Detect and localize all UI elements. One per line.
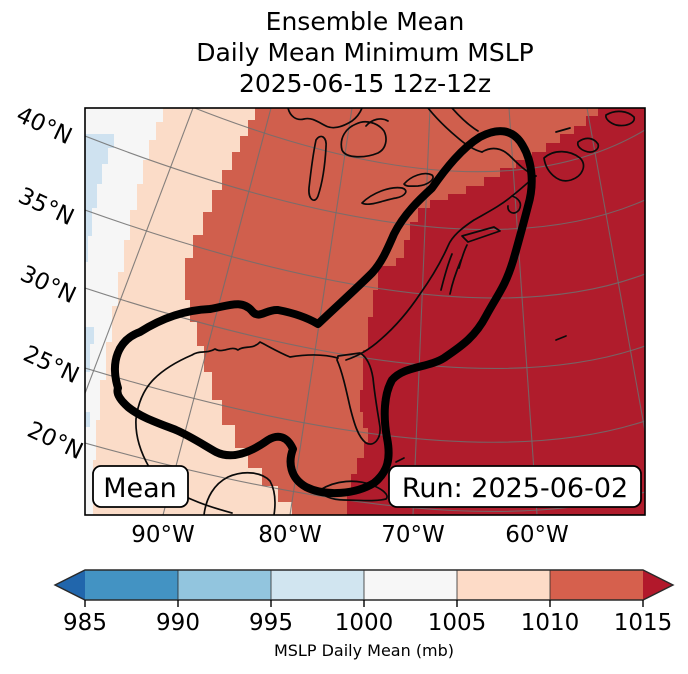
lon-label-90w: 90°W <box>131 522 195 548</box>
colorbar-ticks <box>84 600 644 607</box>
fill-over-1015 <box>347 108 645 515</box>
fill-995-1000-patch1 <box>85 134 114 262</box>
map-panel <box>85 108 645 515</box>
figure-title: Ensemble Mean Daily Mean Minimum MSLP 20… <box>196 7 534 98</box>
yucatan <box>203 471 276 515</box>
fill-995-1000-patch2 <box>85 327 94 372</box>
cape-cod <box>507 175 537 214</box>
colorbar-tick-labels: 985 990 995 1000 1005 1010 1015 <box>63 610 672 636</box>
longitude-tick-labels: 90°W 80°W 70°W 60°W <box>131 522 569 548</box>
georgian-bay <box>365 118 389 127</box>
lon-label-80w: 80°W <box>258 522 322 548</box>
lat-label-20n: 20°N <box>23 417 87 465</box>
colorbar-seg-1010-1015 <box>550 570 643 600</box>
cb-label-1010: 1010 <box>521 610 580 636</box>
lon-label-60w: 60°W <box>505 522 569 548</box>
run-annotation-box <box>388 465 642 508</box>
cb-label-985: 985 <box>63 610 107 636</box>
nova-scotia <box>543 150 585 182</box>
colorbar-seg-1005-1010 <box>457 570 550 600</box>
coastlines <box>135 108 636 515</box>
run-annotation-label: Run: 2025-06-02 <box>402 473 628 504</box>
lake-superior-coast <box>287 108 363 129</box>
colorbar-axis-label: MSLP Daily Mean (mb) <box>274 641 454 660</box>
colorbar-seg-990-995 <box>178 570 271 600</box>
latitude-tick-labels: 40°N 35°N 30°N 25°N 20°N <box>12 102 87 465</box>
newfoundland-coast <box>605 110 636 127</box>
lat-label-35n: 35°N <box>14 183 78 231</box>
cuba <box>319 480 388 502</box>
lake-huron <box>340 121 387 158</box>
lake-erie <box>361 186 407 206</box>
mean-annotation-label: Mean <box>103 473 177 504</box>
st-lawrence-river <box>427 108 483 153</box>
florida <box>336 352 381 445</box>
lat-label-25n: 25°N <box>19 341 83 389</box>
sable-island <box>555 335 567 341</box>
cb-label-1000: 1000 <box>335 610 394 636</box>
colorbar-seg-985-990 <box>85 570 178 600</box>
prince-edward-island <box>555 127 571 133</box>
lon-label-70w: 70°W <box>381 522 445 548</box>
lat-label-30n: 30°N <box>16 261 80 309</box>
lat-label-40n: 40°N <box>12 102 76 150</box>
colorbar-over-arrow <box>643 570 673 600</box>
cb-label-990: 990 <box>156 610 200 636</box>
delaware-bay <box>458 244 468 269</box>
colorbar: 985 990 995 1000 1005 1010 1015 MSLP Dai… <box>53 569 675 660</box>
mean-annotation: Mean <box>92 465 189 508</box>
map-border <box>84 107 646 516</box>
run-annotation: Run: 2025-06-02 <box>388 465 642 508</box>
title-line-2: Daily Mean Minimum MSLP <box>196 38 534 67</box>
cape-breton <box>576 137 600 153</box>
highlight-contour <box>111 127 536 498</box>
fill-995-1000-patch3 <box>85 412 90 427</box>
st-lawrence-north-shore <box>451 108 479 132</box>
lake-ontario <box>403 172 434 188</box>
title-line-1: Ensemble Mean <box>266 7 465 36</box>
lake-michigan <box>308 135 327 201</box>
mean-annotation-box <box>92 465 189 508</box>
cb-label-1005: 1005 <box>428 610 487 636</box>
colorbar-seg-995-1000 <box>271 570 364 600</box>
east-coast <box>345 195 513 361</box>
colorbar-under-arrow <box>55 570 85 600</box>
cb-label-1015: 1015 <box>614 610 673 636</box>
long-island <box>461 226 501 243</box>
colorbar-seg-1000-1005 <box>364 570 457 600</box>
cb-label-995: 995 <box>249 610 293 636</box>
colorbar-segment-dividers <box>177 570 551 600</box>
title-line-3: 2025-06-15 12z-12z <box>239 69 491 98</box>
